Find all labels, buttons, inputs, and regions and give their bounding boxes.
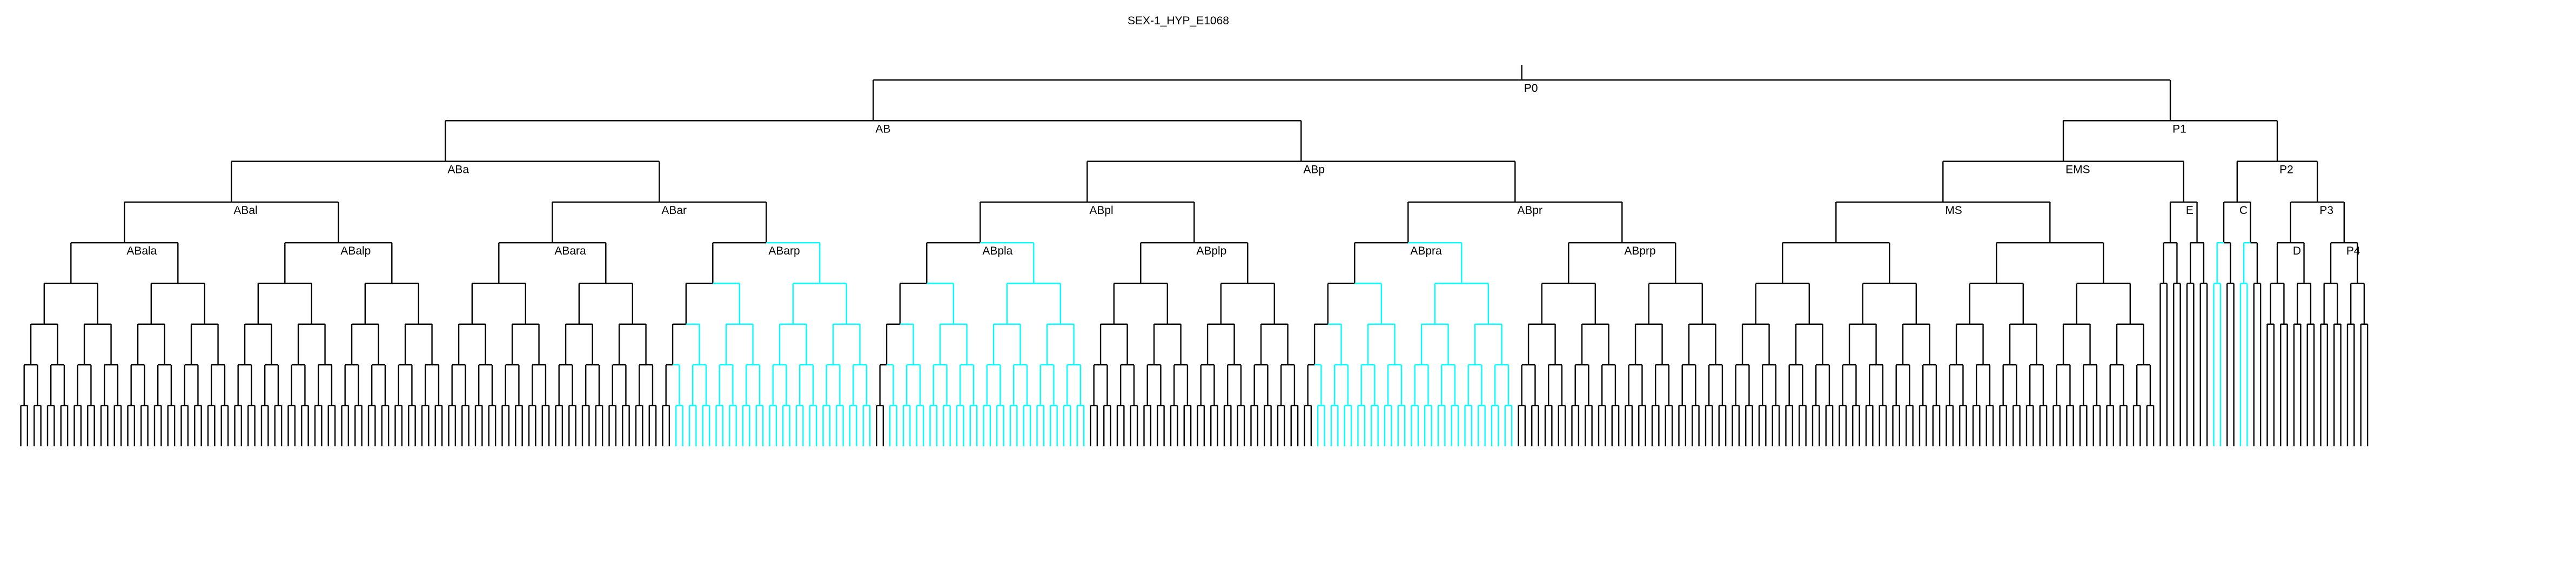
- svg-text:ABalp: ABalp: [340, 245, 371, 257]
- svg-text:ABarp: ABarp: [768, 245, 800, 257]
- svg-text:EMS: EMS: [2065, 164, 2090, 176]
- svg-text:ABp: ABp: [1303, 164, 1325, 176]
- svg-text:ABara: ABara: [554, 245, 586, 257]
- svg-text:ABpla: ABpla: [982, 245, 1012, 257]
- svg-text:P3: P3: [2319, 204, 2333, 217]
- svg-text:D: D: [2293, 245, 2301, 257]
- svg-text:ABpl: ABpl: [1089, 204, 1113, 217]
- svg-text:ABal: ABal: [233, 204, 257, 217]
- svg-text:ABa: ABa: [447, 164, 469, 176]
- svg-text:P2: P2: [2279, 164, 2293, 176]
- svg-text:ABpr: ABpr: [1517, 204, 1542, 217]
- svg-text:ABar: ABar: [661, 204, 687, 217]
- svg-text:ABpra: ABpra: [1410, 245, 1442, 257]
- svg-text:SEX-1_HYP_E1068: SEX-1_HYP_E1068: [1128, 15, 1229, 27]
- svg-text:E: E: [2186, 204, 2193, 217]
- svg-text:ABprp: ABprp: [1624, 245, 1655, 257]
- svg-text:P1: P1: [2172, 123, 2186, 135]
- svg-text:AB: AB: [875, 123, 890, 135]
- svg-text:ABplp: ABplp: [1196, 245, 1226, 257]
- svg-text:C: C: [2239, 204, 2248, 217]
- svg-text:P4: P4: [2346, 245, 2360, 257]
- svg-text:P0: P0: [1524, 82, 1538, 95]
- svg-text:ABala: ABala: [126, 245, 157, 257]
- svg-text:MS: MS: [1945, 204, 1962, 217]
